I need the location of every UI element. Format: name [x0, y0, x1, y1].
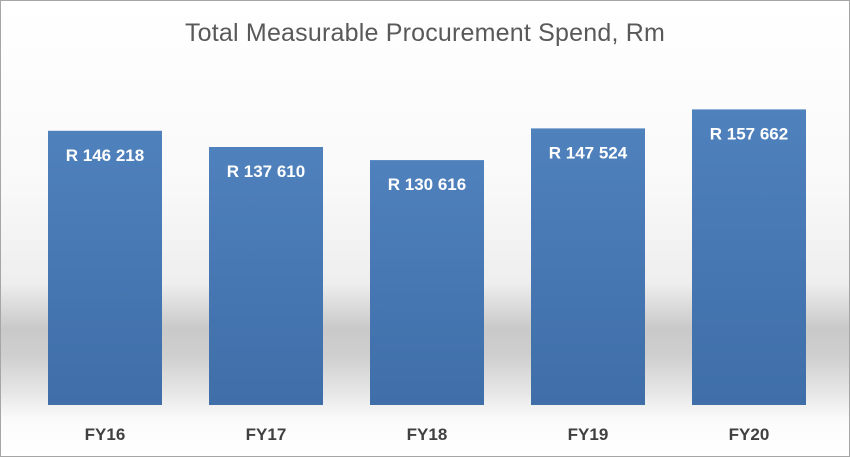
- data-label-fy16: R 146 218: [66, 146, 144, 165]
- bar-fy18: [370, 160, 484, 405]
- bars-layer: [48, 109, 806, 406]
- x-tick-label-fy16: FY16: [85, 425, 126, 444]
- bar-fy19: [531, 128, 645, 405]
- chart-title: Total Measurable Procurement Spend, Rm: [184, 19, 666, 47]
- bar-fy20: [692, 109, 806, 406]
- x-axis-tick-labels: FY16 FY17 FY18 FY19 FY20: [85, 425, 770, 444]
- data-labels-layer: R 146 218 R 137 610 R 130 616 R 147 524 R 15…: [66, 124, 788, 194]
- data-label-fy17: R 137 610: [227, 162, 305, 181]
- data-label-fy18: R 130 616: [388, 175, 466, 194]
- data-label-fy20: R 157 662: [710, 124, 788, 143]
- bar-fy16: [48, 130, 162, 406]
- x-tick-label-fy18: FY18: [407, 425, 448, 444]
- x-tick-label-fy20: FY20: [729, 425, 770, 444]
- x-tick-label-fy19: FY19: [568, 425, 609, 444]
- data-label-fy19: R 147 524: [549, 143, 628, 162]
- x-tick-label-fy17: FY17: [246, 425, 287, 444]
- bar-fy17: [209, 147, 323, 405]
